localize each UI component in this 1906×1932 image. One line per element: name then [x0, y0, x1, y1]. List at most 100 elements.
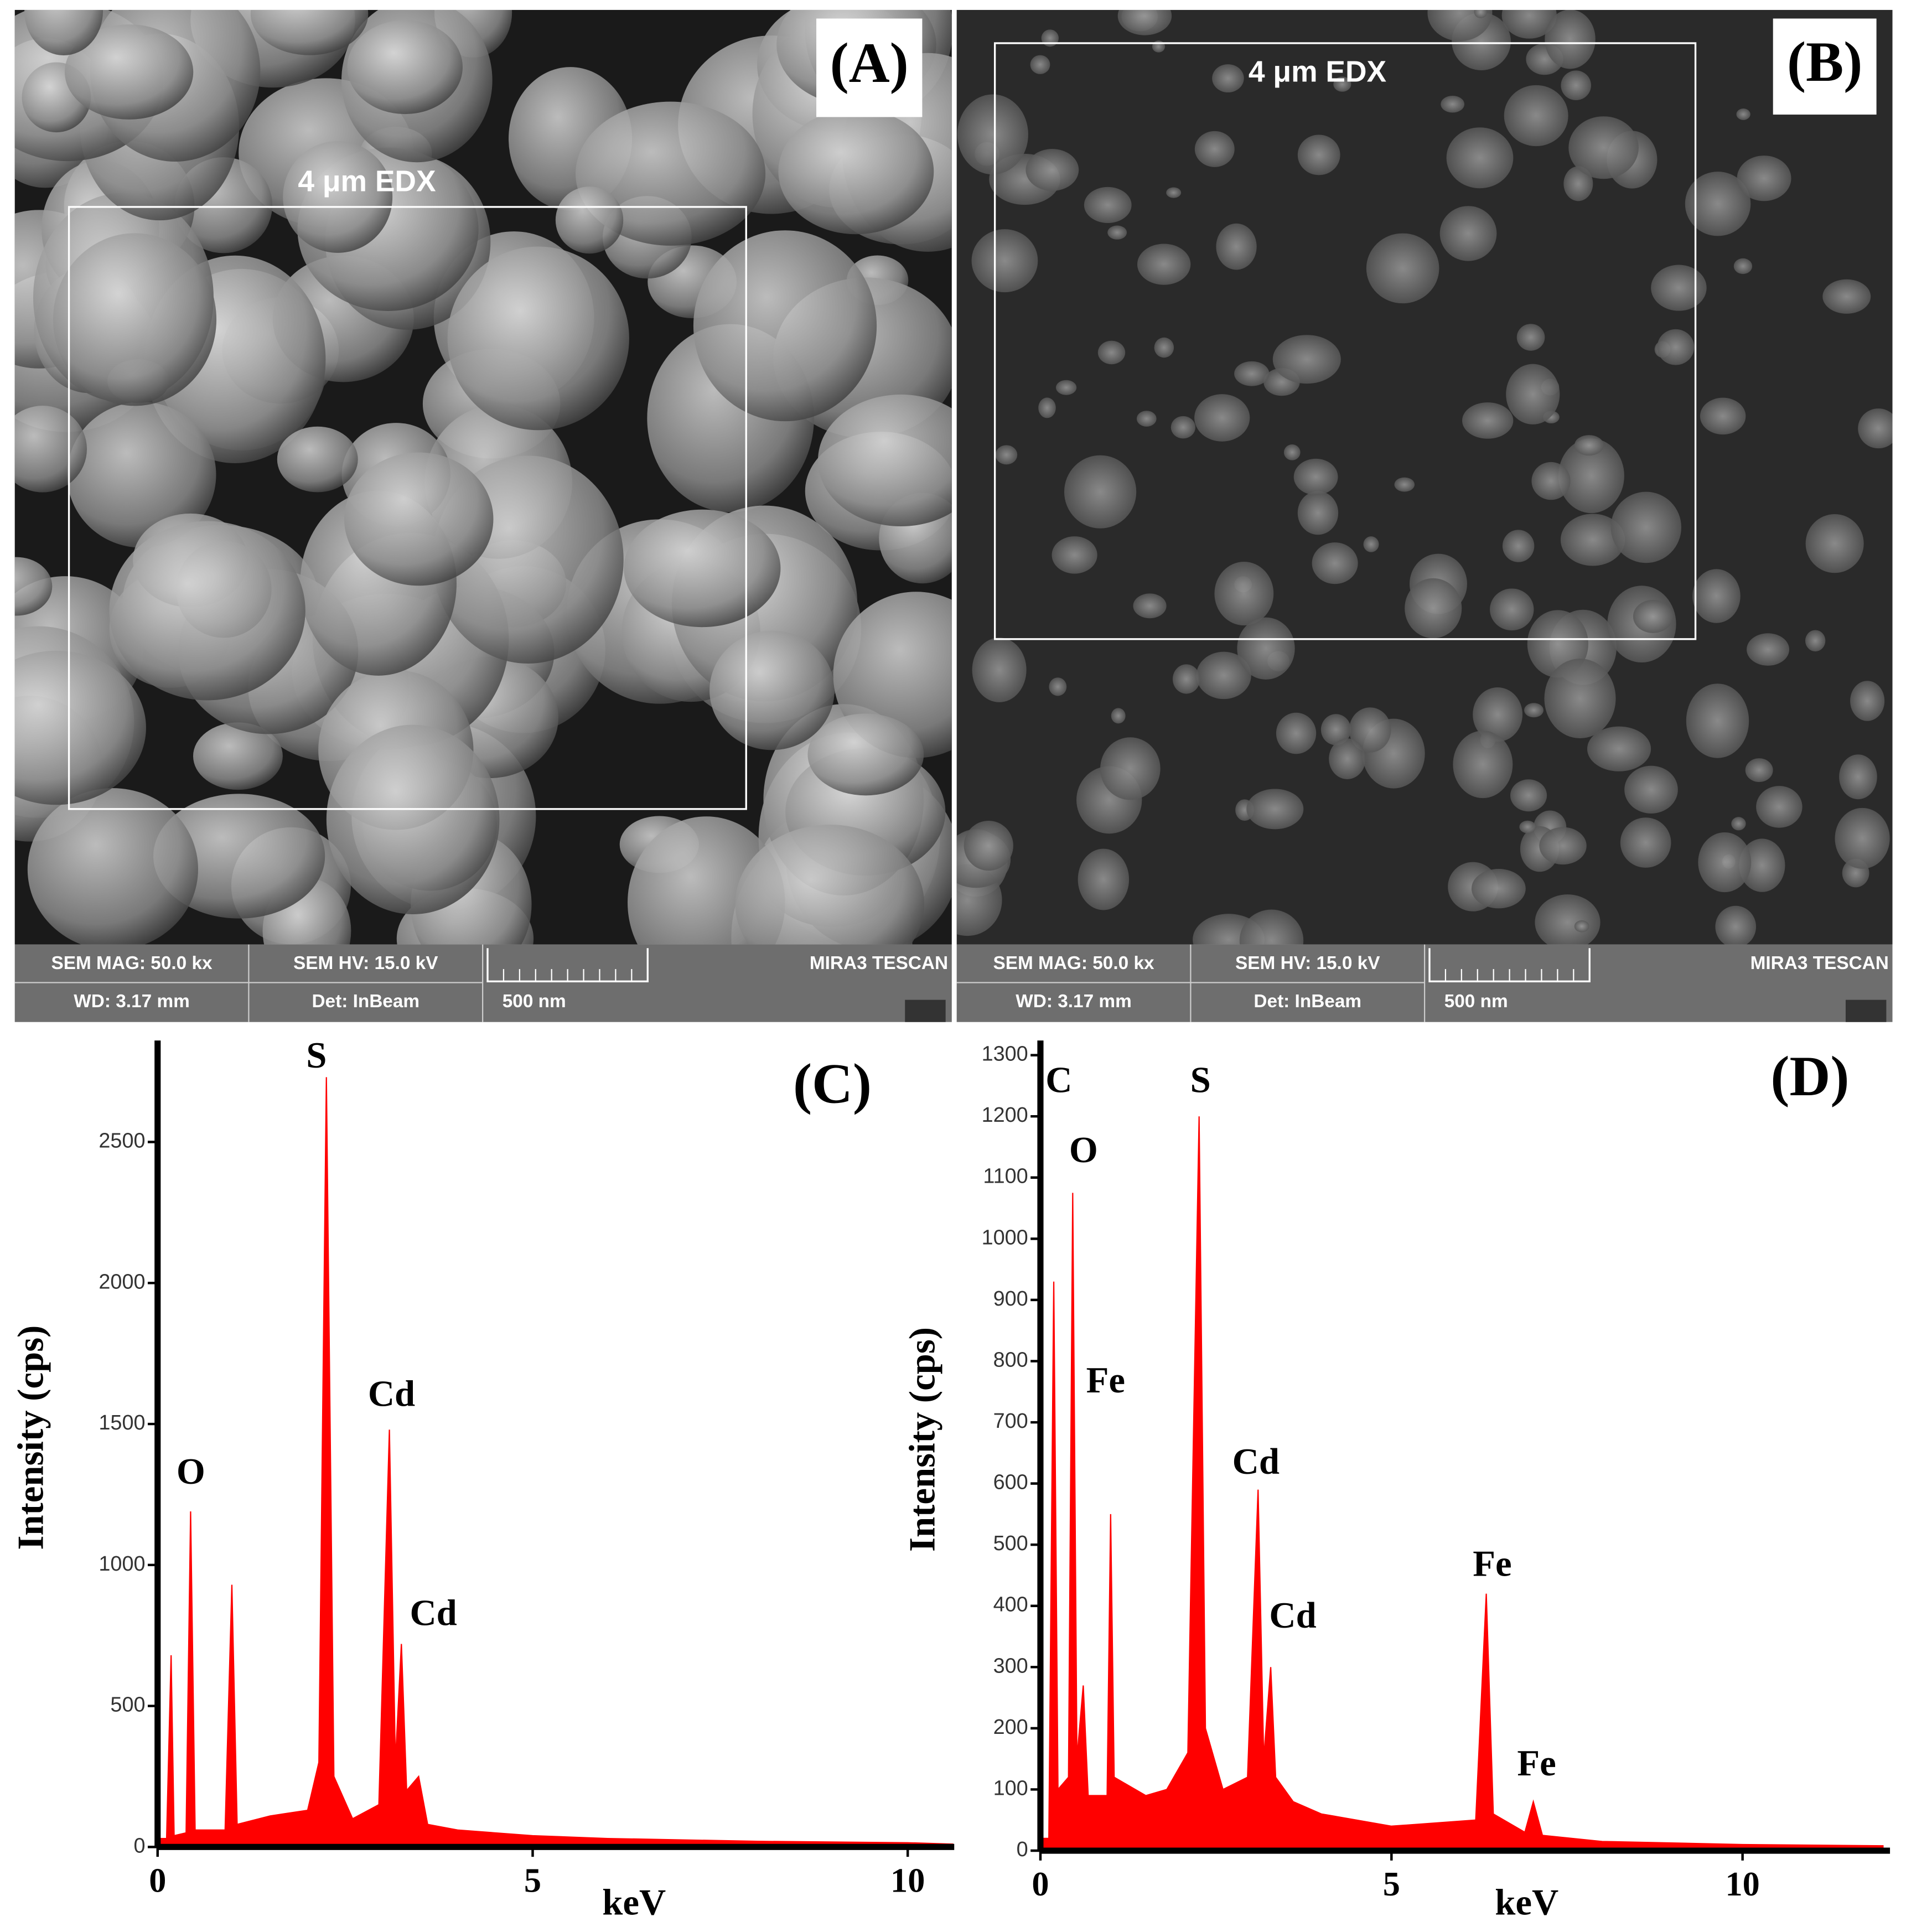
sem-particle: [1516, 324, 1545, 351]
sem-particle: [1363, 536, 1379, 552]
edx-box: [68, 206, 747, 810]
peak-label: S: [1190, 1060, 1211, 1100]
edx-box-label: 4 μm EDX: [298, 165, 436, 198]
sem-particle: [1172, 664, 1200, 694]
sem-particle: [1535, 894, 1601, 945]
sem-particle: [1064, 455, 1137, 529]
x-tick-label: 5: [524, 1861, 541, 1899]
y-tick-label: 0: [133, 1834, 145, 1857]
sem-particle: [1558, 438, 1624, 514]
sem-particle: [1246, 789, 1304, 830]
sem-particle: [1490, 588, 1534, 631]
sem-particle: [1545, 9, 1596, 69]
sem-particle: [995, 445, 1018, 465]
sem-particle: [1568, 116, 1639, 179]
sem-particle: [1850, 681, 1885, 721]
sem-particle: [1030, 55, 1050, 74]
sem-particle: [1107, 225, 1127, 240]
sem-particle: [1038, 397, 1056, 418]
sem-particle: [1136, 411, 1157, 427]
sem-particle: [555, 187, 624, 254]
peak-label: Cd: [1269, 1596, 1316, 1636]
info-text: Det: InBeam: [1254, 991, 1361, 1012]
x-axis-label: keV: [602, 1882, 666, 1923]
sem-particle: [1312, 542, 1358, 584]
sem-particle: [1366, 233, 1439, 304]
sem-particle: [1805, 630, 1826, 652]
sem-particle: [1137, 244, 1191, 285]
sem-particle: [1620, 817, 1671, 868]
sem-particle: [1041, 29, 1059, 47]
sem-particle: [64, 24, 194, 120]
sem-particle: [1501, 9, 1557, 39]
sem-particle: [1822, 279, 1871, 314]
peak-label: O: [177, 1452, 205, 1492]
sem-particle: [1117, 9, 1172, 35]
sem-particle: [1441, 95, 1465, 113]
sem-particle: [1506, 364, 1560, 424]
sem-particle: [1473, 687, 1523, 742]
sem-particle: [1657, 329, 1695, 365]
y-tick-label: 0: [1017, 1838, 1028, 1861]
sem-particle: [1692, 569, 1741, 623]
sem-particle: [1237, 617, 1295, 680]
peak-label: Fe: [1086, 1360, 1125, 1401]
y-tick-label: 1000: [982, 1226, 1028, 1249]
sem-particle: [1239, 909, 1304, 945]
info-text: MIRA3 TESCAN: [1750, 953, 1889, 973]
peak-label: O: [1069, 1130, 1098, 1170]
y-tick-label: 1300: [982, 1043, 1028, 1066]
peak-label: Cd: [368, 1374, 415, 1415]
sem-particle: [153, 794, 325, 919]
y-tick-label: 500: [110, 1693, 145, 1717]
sem-particle: [1839, 754, 1877, 800]
y-tick-label: 300: [993, 1654, 1028, 1677]
info-text: SEM HV: 15.0 kV: [1235, 953, 1380, 973]
sem-particle: [24, 9, 103, 55]
sem-particle: [1111, 708, 1126, 724]
sem-particle: [1739, 838, 1785, 892]
sem-particle: [1504, 85, 1568, 147]
sem-particle: [1329, 738, 1366, 779]
sem-particle: [1502, 530, 1535, 562]
y-tick-label: 1200: [982, 1104, 1028, 1127]
sem-particle: [1276, 712, 1317, 754]
sem-particle: [1097, 340, 1126, 365]
sem-particle: [1297, 134, 1340, 175]
y-tick-label: 900: [993, 1287, 1028, 1311]
x-tick-label: 10: [890, 1861, 925, 1899]
panel-label: (A): [830, 32, 909, 95]
sem-particle: [735, 825, 924, 945]
sem-particle: [1651, 265, 1707, 311]
sem-particle: [1544, 659, 1616, 739]
spectrum: [157, 1077, 954, 1848]
y-tick-label: 1000: [99, 1552, 145, 1576]
sem-particle: [1587, 726, 1651, 771]
sem-particle: [326, 724, 500, 915]
sem-particle: [109, 521, 305, 701]
sem-particle: [53, 233, 217, 406]
sem-particle: [14, 650, 146, 805]
sem-particle: [1283, 444, 1301, 460]
sem-particle: [1539, 827, 1587, 865]
sem-particle: [1474, 9, 1488, 18]
y-tick-label: 2500: [99, 1130, 145, 1153]
sem-particle: [1756, 786, 1803, 828]
sem-particle: [1736, 108, 1750, 120]
sem-particle: [1214, 561, 1274, 626]
sem-particle: [1084, 187, 1132, 223]
edx-box: [993, 42, 1697, 640]
sem-particle: [693, 230, 877, 422]
sem-particle: [1052, 536, 1097, 574]
info-text: WD: 3.17 mm: [1016, 991, 1131, 1012]
panel-label: (C): [793, 1053, 872, 1116]
x-tick-label: 10: [1726, 1865, 1760, 1903]
sem-particle: [1835, 807, 1890, 869]
sem-particle: [964, 820, 1013, 871]
sem-particle: [283, 141, 393, 253]
y-tick-label: 1100: [983, 1165, 1028, 1188]
sem-particle: [67, 402, 216, 548]
edx-box-label: 4 μm EDX: [1249, 56, 1387, 89]
sem-particle: [193, 722, 283, 790]
sem-particle: [1272, 335, 1341, 384]
